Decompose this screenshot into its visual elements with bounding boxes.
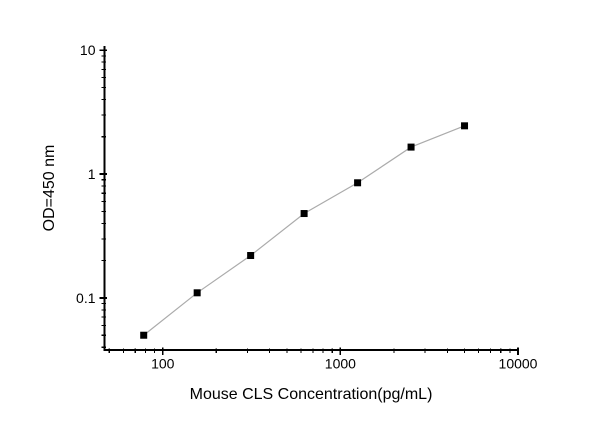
y-tick-label: 10	[80, 42, 96, 58]
series-line	[143, 125, 465, 336]
plot-layer: 100 1000 10000 0.1 1 10	[76, 42, 538, 371]
x-tick-label: 10000	[499, 356, 538, 372]
data-point-marker	[300, 210, 308, 218]
x-tick-label: 100	[151, 356, 175, 372]
data-point-marker	[140, 331, 148, 339]
y-tick-label: 0.1	[76, 290, 96, 306]
x-tick-label: 1000	[325, 356, 356, 372]
x-axis-title: Mouse CLS Concentration(pg/mL)	[190, 386, 433, 403]
data-point-marker	[354, 179, 362, 187]
data-point-marker	[461, 122, 469, 130]
data-point-marker	[247, 252, 255, 260]
data-point-marker	[193, 289, 201, 297]
y-tick-label: 1	[88, 166, 96, 182]
y-axis-title: OD=450 nm	[41, 145, 58, 232]
data-point-marker	[407, 143, 415, 151]
